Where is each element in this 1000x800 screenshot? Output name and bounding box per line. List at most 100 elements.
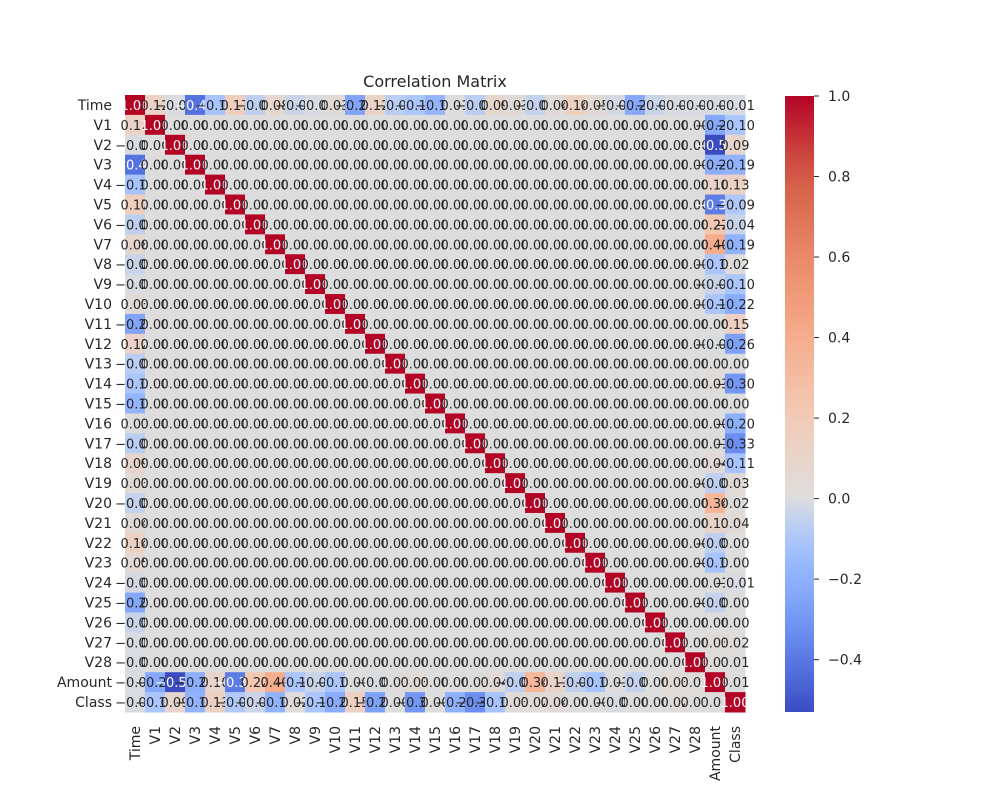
heatmap-cell [305, 194, 326, 215]
heatmap-cell-label: 0.00 [621, 119, 650, 134]
heatmap-cell [525, 552, 546, 574]
heatmap-cell-label: 0.00 [161, 457, 190, 472]
heatmap-cell [145, 333, 166, 355]
heatmap-cell [585, 493, 606, 514]
heatmap-cell-label: 0.00 [621, 517, 650, 532]
heatmap-cell [445, 134, 466, 156]
heatmap-cell [565, 254, 586, 275]
heatmap-cell [185, 333, 206, 355]
heatmap-cell-label: −0.04 [635, 99, 675, 114]
y-tick-label: Class [75, 695, 112, 711]
heatmap-cell [385, 114, 406, 136]
heatmap-cell-label: 0.00 [561, 577, 590, 592]
heatmap-cell-label: 0.00 [481, 338, 510, 353]
heatmap-cell-label: 0.00 [661, 258, 690, 273]
heatmap-cell-label: 1.00 [541, 517, 570, 532]
heatmap-cell [125, 134, 146, 156]
heatmap-cell [585, 154, 606, 176]
heatmap-cell-label: 0.00 [681, 139, 710, 154]
heatmap-cell [225, 274, 246, 295]
heatmap-cell [685, 493, 706, 514]
heatmap-cell-label: 0.00 [461, 198, 490, 213]
heatmap-cell [285, 632, 306, 653]
y-tick-label: V7 [94, 237, 112, 253]
heatmap-cell [525, 453, 546, 474]
heatmap-cell [205, 493, 226, 514]
heatmap-cell-label: 0.00 [441, 437, 470, 452]
heatmap-cell [325, 393, 346, 414]
heatmap-cell [465, 274, 486, 295]
heatmap-cell-label: 0.00 [381, 497, 410, 512]
heatmap-cell [685, 552, 706, 574]
heatmap-cell [185, 154, 206, 176]
heatmap-cell [245, 234, 266, 255]
heatmap-cell-label: 0.01 [701, 577, 730, 592]
heatmap-cell [205, 313, 226, 335]
heatmap-cell-label: 0.00 [161, 417, 190, 432]
heatmap-cell-label: 0.00 [461, 119, 490, 134]
heatmap-cell [385, 552, 406, 574]
heatmap-cell-label: 0.00 [241, 656, 270, 671]
heatmap-cell [545, 154, 566, 176]
heatmap-cell-label: 0.00 [401, 398, 430, 413]
heatmap-cell-label: 0.00 [661, 139, 690, 154]
heatmap-cell-label: 0.00 [681, 258, 710, 273]
heatmap-cell-label: 0.00 [441, 577, 470, 592]
heatmap-cell [545, 114, 566, 136]
colorbar-tick-label: −0.2 [828, 572, 862, 588]
heatmap-cell-label: 0.00 [521, 179, 550, 194]
heatmap-cell [165, 95, 186, 116]
heatmap-cell-label: 0.00 [401, 179, 430, 194]
heatmap-cell-label: 0.00 [221, 338, 250, 353]
heatmap-cell-label: 0.00 [561, 477, 590, 492]
heatmap-cell-label: 0.00 [181, 398, 210, 413]
heatmap-cell-label: 0.00 [381, 517, 410, 532]
heatmap-cell [505, 612, 526, 633]
heatmap-cell-label: 0.00 [181, 616, 210, 631]
heatmap-cell [145, 453, 166, 474]
y-tick-label: V8 [94, 257, 112, 273]
heatmap-cell [185, 294, 206, 315]
heatmap-cell-label: 0.00 [601, 517, 630, 532]
heatmap-cell-label: 1.00 [701, 676, 730, 691]
heatmap-cell [645, 473, 666, 494]
heatmap-cell [685, 353, 706, 375]
heatmap-cell [425, 652, 446, 673]
heatmap-cell [165, 134, 186, 156]
heatmap-cell-label: 0.00 [541, 457, 570, 472]
heatmap-cell-label: 0.00 [301, 218, 330, 233]
heatmap-cell-label: 0.00 [361, 517, 390, 532]
colorbar-tick-label: 0.0 [828, 492, 850, 508]
x-tick-label: V16 [448, 726, 464, 753]
heatmap-cell-label: −0.07 [455, 99, 495, 114]
heatmap-cell-label: −0.04 [275, 99, 315, 114]
heatmap-cell-label: 0.00 [441, 676, 470, 691]
heatmap-cell [145, 95, 166, 116]
heatmap-cell [325, 234, 346, 255]
heatmap-cell [665, 572, 686, 594]
heatmap-cell [525, 353, 546, 375]
heatmap-cell-label: 0.00 [181, 179, 210, 194]
heatmap-cell [425, 572, 446, 594]
heatmap-cell-label: 0.00 [401, 318, 430, 333]
heatmap-cell [625, 512, 646, 534]
heatmap-cell [165, 154, 186, 176]
heatmap-cell [565, 333, 586, 355]
heatmap-cell-label: 0.00 [461, 537, 490, 552]
heatmap-cell [645, 433, 666, 454]
heatmap-cell-label: 0.00 [501, 636, 530, 651]
heatmap-cell [165, 234, 186, 255]
heatmap-cell-label: 0.00 [261, 437, 290, 452]
y-tick-label: V12 [85, 337, 112, 353]
heatmap-cell-label: 0.00 [441, 597, 470, 612]
heatmap-cell-label: 0.00 [521, 378, 550, 393]
heatmap-cell-label: 0.00 [421, 139, 450, 154]
heatmap-cell-label: 0.12 [121, 338, 150, 353]
heatmap-cell [605, 532, 626, 554]
heatmap-cell-label: 0.00 [181, 139, 210, 154]
heatmap-cell-label: 0.00 [141, 278, 170, 293]
heatmap-cell [385, 154, 406, 176]
heatmap-cell-label: 0.00 [381, 378, 410, 393]
heatmap-cell [165, 353, 186, 375]
heatmap-cell-label: −0.06 [695, 477, 735, 492]
